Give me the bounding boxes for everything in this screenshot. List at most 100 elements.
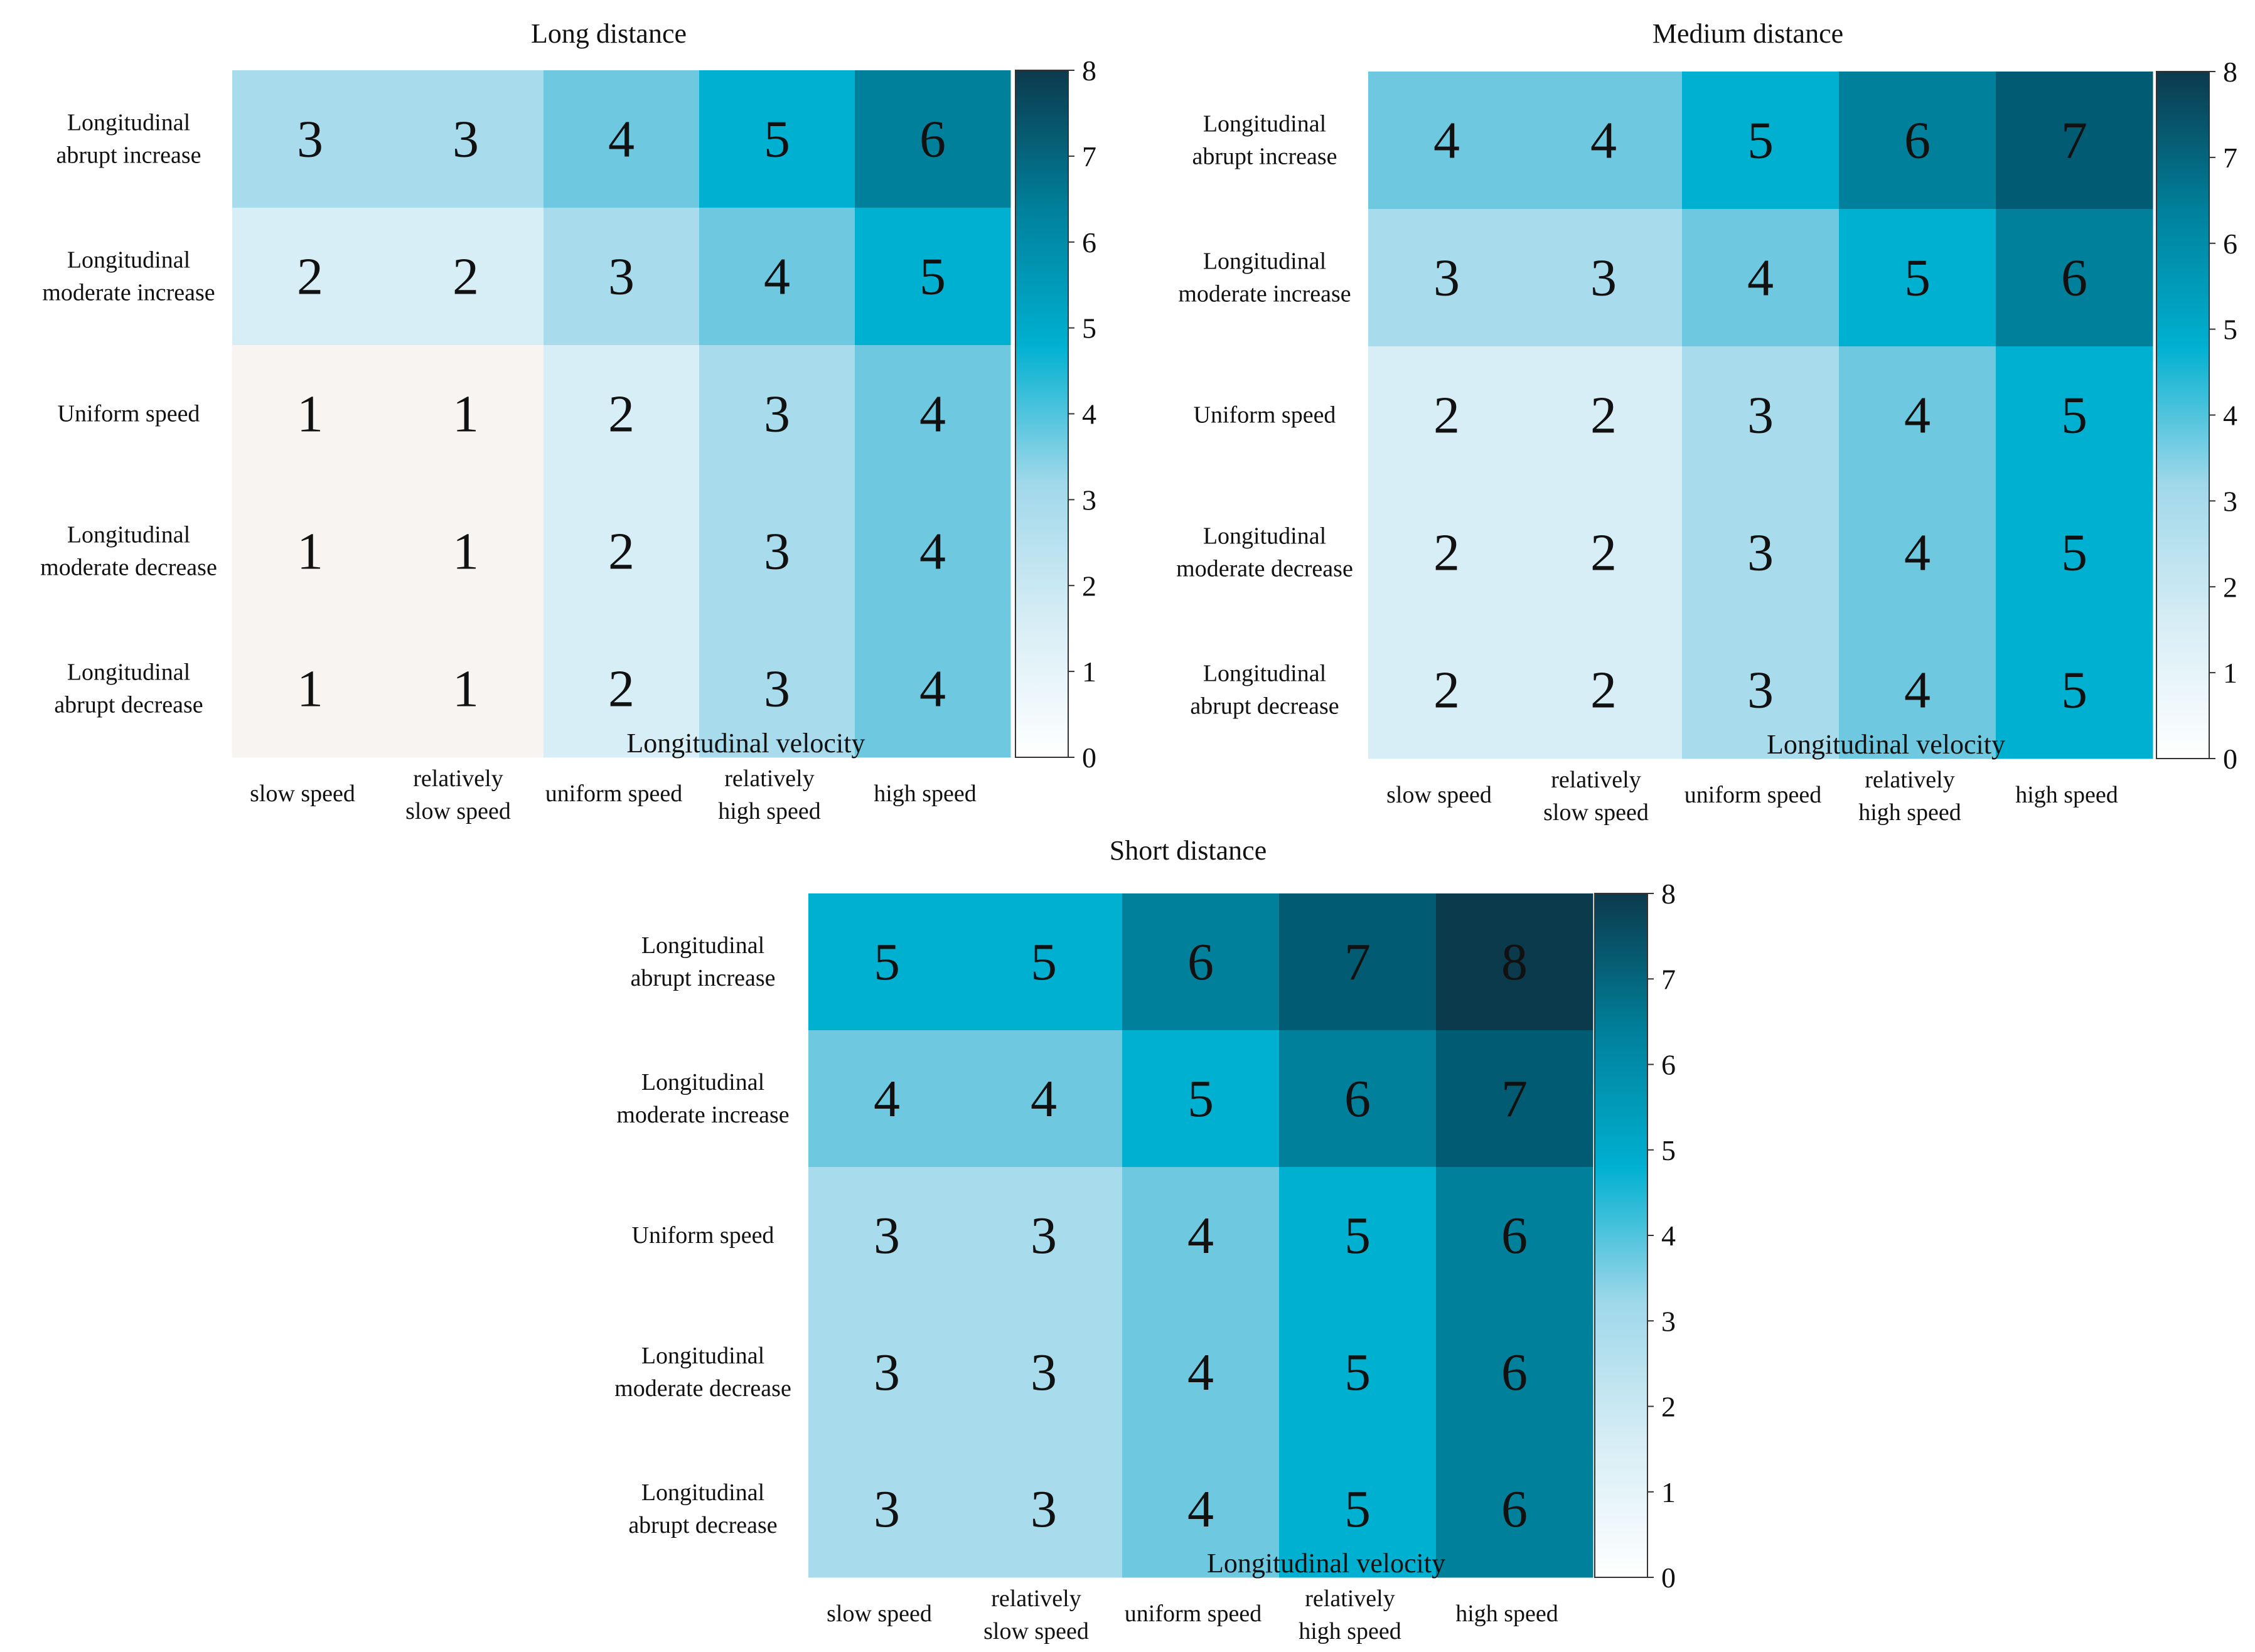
heatmap-cell (1368, 621, 1526, 759)
heatmap-cell (1122, 1030, 1280, 1168)
heatmap-cell (1368, 484, 1526, 622)
column-label: uniform speed (545, 781, 682, 807)
cell-value-label: 4 (1187, 1480, 1214, 1538)
cell-value-label: 5 (2061, 386, 2087, 445)
colorbar-tick-label: 1 (2223, 657, 2237, 689)
colorbar-tick-label: 2 (1661, 1391, 1676, 1423)
heatmap-panel-1: Long distance 3 3 4 5 6 2 2 3 4 5 1 1 2 3 4 1 1 2 3 4 1 1 2 3 4 Lo… (40, 18, 1096, 824)
heatmap-cell (388, 70, 544, 208)
cell-value-label: 1 (297, 660, 323, 718)
heatmap-cell (699, 620, 855, 758)
cell-value-label: 5 (1344, 1343, 1371, 1402)
cell-value-label: 3 (764, 660, 790, 718)
heatmap-cell (1279, 893, 1437, 1031)
cell-value-label: 3 (1747, 386, 1774, 445)
colorbar-tick-label: 7 (2223, 142, 2237, 174)
heatmap-cell (232, 345, 388, 483)
cell-value-label: 4 (1904, 386, 1931, 445)
column-label: relatively high speed (1858, 767, 1961, 826)
colorbar-tick-label: 3 (2223, 485, 2237, 517)
heatmap-cell (808, 1441, 966, 1578)
cell-value-label: 3 (608, 248, 635, 306)
colorbar-tick-label: 6 (2223, 228, 2237, 260)
heatmap-cell (1279, 1030, 1437, 1168)
colorbar-tick-label: 8 (1082, 55, 1096, 87)
cell-value-label: 1 (453, 385, 479, 444)
cell-value-label: 6 (2061, 249, 2087, 307)
panel-title: Medium distance (1652, 18, 1843, 49)
column-label: uniform speed (1125, 1601, 1261, 1627)
colorbar-tick-label: 0 (1082, 742, 1096, 774)
cell-value-label: 4 (1187, 1207, 1214, 1265)
colorbar-tick-label: 1 (1082, 656, 1096, 688)
heatmap-cell (388, 208, 544, 346)
cell-value-label: 2 (1433, 524, 1460, 582)
cell-value-label: 2 (1590, 386, 1617, 445)
heatmap-cell (1368, 209, 1526, 347)
heatmap-cell (965, 1030, 1123, 1168)
cell-value-label: 5 (1747, 112, 1774, 170)
heatmap-cell (544, 208, 700, 346)
cell-value-label: 4 (1904, 524, 1931, 582)
heatmap-cell (965, 893, 1123, 1031)
heatmap-cell (855, 345, 1011, 483)
heatmap-cell (699, 70, 855, 208)
cell-value-label: 2 (1590, 661, 1617, 720)
heatmap-panel-2: Medium distance 4 4 5 6 7 3 3 4 5 6 2 2 3 4 5 2 2 3 4 5 2 2 3 4 5… (1176, 18, 2237, 826)
colorbar-tick-label: 5 (1661, 1134, 1676, 1166)
cell-value-label: 7 (1344, 933, 1371, 991)
heatmap-cell (1436, 1167, 1593, 1304)
heatmap-cell (1525, 346, 1683, 484)
column-label: high speed (1455, 1601, 1558, 1627)
colorbar-tick-label: 4 (1082, 398, 1096, 430)
cell-value-label: 5 (1344, 1207, 1371, 1265)
heatmap-cell (1436, 1304, 1593, 1441)
heatmap-cell (855, 70, 1011, 208)
colorbar-tick-label: 1 (1661, 1476, 1676, 1508)
heatmap-cell (544, 70, 700, 208)
heatmap-cell (1682, 209, 1840, 347)
row-label: Uniform speed (1194, 402, 1336, 429)
cell-value-label: 5 (2061, 524, 2087, 582)
heatmap-cell (1682, 484, 1840, 622)
cell-value-label: 6 (1344, 1070, 1371, 1128)
cell-value-label: 1 (453, 660, 479, 718)
heatmap-cell (1122, 1167, 1280, 1304)
heatmap-cell (388, 620, 544, 758)
row-label: Longitudinal abrupt increase (630, 932, 775, 991)
cell-value-label: 6 (919, 110, 946, 169)
colorbar-tick-label: 5 (2223, 314, 2237, 346)
row-label: Longitudinal abrupt decrease (54, 659, 203, 718)
heatmap-cell (232, 208, 388, 346)
heatmap-cell (965, 1167, 1123, 1304)
cell-value-label: 3 (297, 110, 323, 169)
column-label: slow speed (250, 781, 355, 807)
heatmap-cell (1996, 72, 2153, 210)
cell-value-label: 2 (1590, 524, 1617, 582)
x-axis-title: Longitudinal velocity (1767, 729, 2005, 760)
cell-value-label: 3 (1433, 249, 1460, 307)
row-label: Uniform speed (58, 401, 200, 427)
heatmap-cell (1996, 621, 2153, 759)
colorbar-tick-label: 8 (2223, 56, 2237, 88)
column-label: slow speed (827, 1601, 932, 1627)
heatmap-cell (1122, 1441, 1280, 1578)
cell-value-label: 4 (1187, 1343, 1214, 1402)
cell-value-label: 3 (1031, 1343, 1057, 1402)
heatmap-cell (1368, 72, 1526, 210)
heatmap-cell (855, 620, 1011, 758)
cell-value-label: 5 (1031, 933, 1057, 991)
row-label: Longitudinal abrupt decrease (628, 1479, 777, 1538)
cell-value-label: 4 (919, 660, 946, 718)
cell-value-label: 4 (1031, 1070, 1057, 1128)
cell-value-label: 4 (764, 248, 790, 306)
heatmap-cell (1996, 209, 2153, 347)
cell-value-label: 3 (1747, 524, 1774, 582)
cell-value-label: 5 (764, 110, 790, 169)
cell-value-label: 5 (1187, 1070, 1214, 1128)
colorbar (2156, 71, 2210, 759)
colorbar-tick-label: 8 (1661, 878, 1676, 910)
column-label: high speed (874, 781, 977, 807)
heatmap-cell (1839, 621, 1996, 759)
